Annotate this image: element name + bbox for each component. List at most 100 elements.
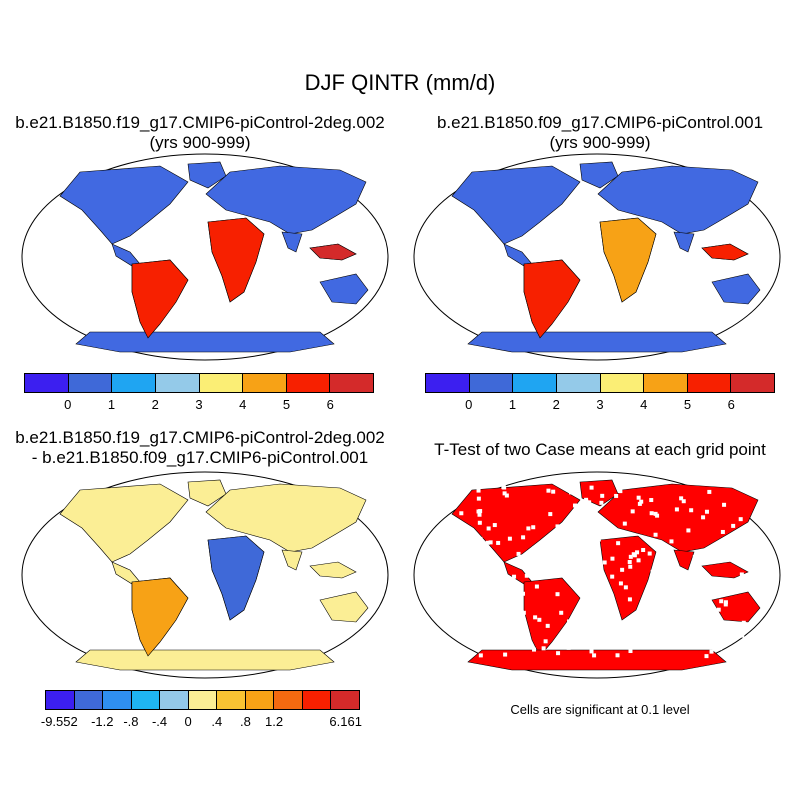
colorbar-panel1 xyxy=(24,373,374,393)
nonsignificant-cell xyxy=(731,523,736,528)
colorbar-tick-label: 5 xyxy=(282,397,291,412)
continent-india xyxy=(281,231,303,253)
nonsignificant-cell xyxy=(722,502,727,507)
nonsignificant-cell xyxy=(587,500,592,505)
nonsignificant-cell xyxy=(649,511,654,516)
colorbar-tick-label: 0 xyxy=(64,397,72,412)
nonsignificant-cell xyxy=(743,579,748,584)
colorbar-tick-label: .8 xyxy=(240,714,251,729)
nonsignificant-cell xyxy=(467,544,472,549)
nonsignificant-cell xyxy=(686,528,691,533)
colorbar-tick-label: 0 xyxy=(184,714,192,729)
significance-note: Cells are significant at 0.1 level xyxy=(510,702,690,717)
nonsignificant-cell xyxy=(551,489,556,494)
nonsignificant-cell xyxy=(686,602,691,607)
colorbar-tick-label: 1 xyxy=(508,397,517,412)
nonsignificant-cell xyxy=(533,615,538,620)
nonsignificant-cell xyxy=(580,604,585,609)
nonsignificant-cell xyxy=(717,555,722,560)
nonsignificant-cell xyxy=(543,639,548,644)
colorbar-swatch xyxy=(513,374,557,392)
colorbar-swatch xyxy=(286,374,331,392)
nonsignificant-cell xyxy=(512,608,517,613)
nonsignificant-cell xyxy=(664,603,669,608)
nonsignificant-cell xyxy=(482,555,487,560)
nonsignificant-cell xyxy=(628,649,633,654)
panel2-title-line1: b.e21.B1850.f09_g17.CMIP6-piControl.001 xyxy=(436,113,764,132)
highlight-africa xyxy=(599,217,657,303)
highlight-maritime xyxy=(309,243,357,261)
nonsignificant-cell xyxy=(641,548,646,553)
continent-europe-asia xyxy=(597,165,759,235)
nonsignificant-cell xyxy=(740,633,745,638)
nonsignificant-cell xyxy=(454,613,459,618)
colorbar-tick-label: -1.2 xyxy=(91,714,114,729)
nonsignificant-cell xyxy=(555,592,560,597)
colorbar-swatch xyxy=(600,374,645,392)
nonsignificant-cell xyxy=(502,491,507,496)
colorbar-tick-label: -.8 xyxy=(123,714,139,729)
continent-south-america xyxy=(523,577,581,657)
nonsignificant-cell xyxy=(600,493,605,498)
nonsignificant-cell xyxy=(587,559,592,564)
colorbar-tick-label: 0 xyxy=(465,397,473,412)
nonsignificant-cell xyxy=(602,560,607,565)
panel4-title: T-Test of two Case means at each grid po… xyxy=(400,440,800,460)
nonsignificant-cell xyxy=(590,572,595,577)
nonsignificant-cell xyxy=(592,653,597,658)
continent-australia xyxy=(319,591,369,623)
nonsignificant-cell xyxy=(689,508,694,513)
colorbar-panel3-labels: -9.552 -1.2 -.8 -.4 0 .4 .8 1.2 6.161 xyxy=(41,714,362,730)
nonsignificant-cell xyxy=(655,513,660,518)
nonsignificant-cell xyxy=(623,640,628,645)
nonsignificant-cell xyxy=(572,571,577,576)
nonsignificant-cell xyxy=(704,654,709,659)
nonsignificant-cell xyxy=(520,591,525,596)
nonsignificant-cell xyxy=(466,555,471,560)
nonsignificant-cell xyxy=(689,605,694,610)
nonsignificant-cell xyxy=(454,546,459,551)
colorbar-tick-label: 4 xyxy=(239,397,247,412)
colorbar-tick-label: 3 xyxy=(596,397,604,412)
panel3-title-line1: b.e21.B1850.f19_g17.CMIP6-piControl-2deg… xyxy=(15,428,385,447)
nonsignificant-cell xyxy=(610,556,615,561)
nonsignificant-cell xyxy=(478,544,483,549)
colorbar-swatch xyxy=(731,374,774,392)
nonsignificant-cell xyxy=(739,572,744,577)
continent-australia xyxy=(711,591,761,623)
nonsignificant-cell xyxy=(477,520,482,525)
nonsignificant-cell xyxy=(545,623,550,628)
colorbar-swatch xyxy=(331,691,360,709)
nonsignificant-cell xyxy=(600,575,605,580)
nonsignificant-cell xyxy=(488,540,493,545)
nonsignificant-cell xyxy=(478,536,483,541)
nonsignificant-cell xyxy=(521,610,526,615)
colorbar-panel1-labels: 0 1 2 3 4 5 6 xyxy=(24,397,374,413)
colorbar-tick-label: 4 xyxy=(640,397,648,412)
colorbar-swatch xyxy=(188,691,218,709)
map-panel4 xyxy=(413,471,781,679)
nonsignificant-cell xyxy=(489,551,494,556)
nonsignificant-cell xyxy=(457,618,462,623)
nonsignificant-cell xyxy=(649,498,654,503)
nonsignificant-cell xyxy=(637,501,642,506)
nonsignificant-cell xyxy=(688,640,693,645)
nonsignificant-cell xyxy=(728,590,733,595)
colorbar-tick-label: 2 xyxy=(552,397,560,412)
nonsignificant-cell xyxy=(723,600,728,605)
nonsignificant-cell xyxy=(476,496,481,501)
nonsignificant-cell xyxy=(585,524,590,529)
nonsignificant-cell xyxy=(470,611,475,616)
nonsignificant-cell xyxy=(456,526,461,531)
nonsignificant-cell xyxy=(674,507,679,512)
nonsignificant-cell xyxy=(498,616,503,621)
colorbar-swatch xyxy=(25,374,69,392)
nonsignificant-cell xyxy=(584,499,589,504)
panel2-title: b.e21.B1850.f09_g17.CMIP6-piControl.001 … xyxy=(400,113,800,153)
nonsignificant-cell xyxy=(503,620,508,625)
nonsignificant-cell xyxy=(584,578,589,583)
colorbar-swatch xyxy=(217,691,246,709)
nonsignificant-cell xyxy=(492,523,497,528)
nonsignificant-cell xyxy=(457,537,462,542)
nonsignificant-cell xyxy=(622,521,627,526)
